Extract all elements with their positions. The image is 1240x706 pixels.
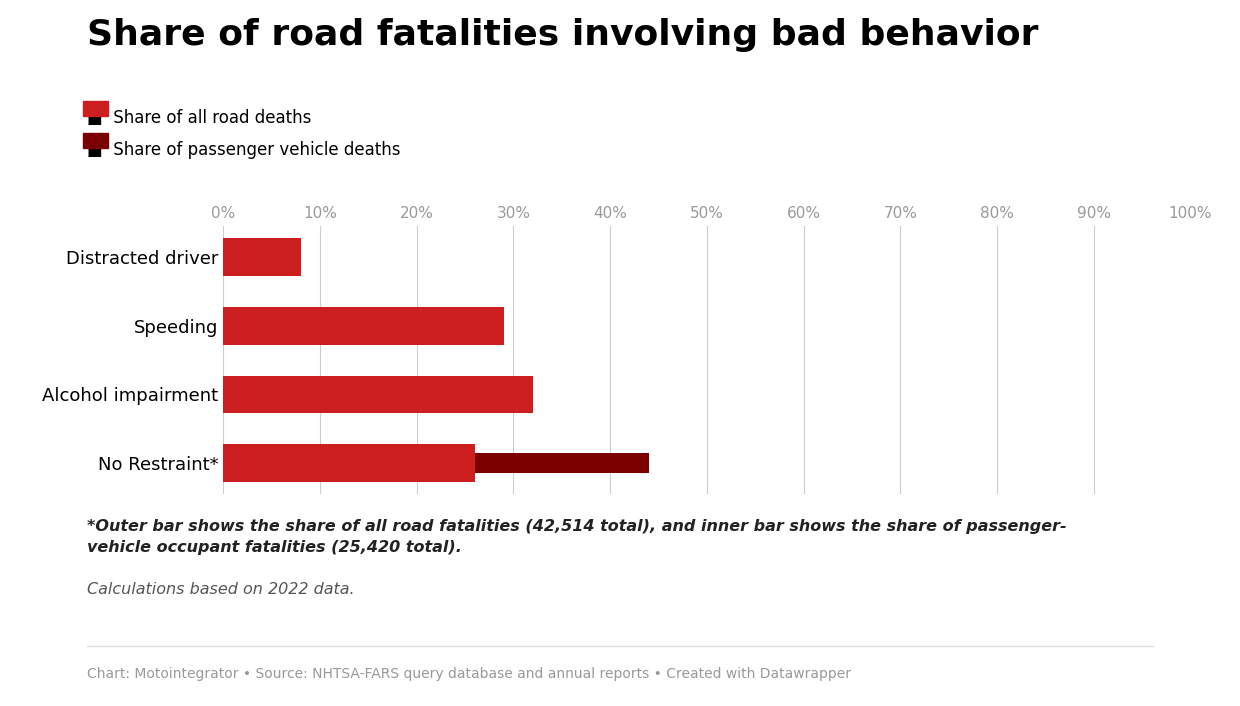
Text: *Outer bar shows the share of all road fatalities (42,514 total), and inner bar : *Outer bar shows the share of all road f…: [87, 519, 1066, 555]
Text: Calculations based on 2022 data.: Calculations based on 2022 data.: [87, 582, 355, 597]
Bar: [223, 444, 475, 482]
Bar: [223, 238, 300, 276]
Text: Chart: Motointegrator • Source: NHTSA-FARS query database and annual reports • C: Chart: Motointegrator • Source: NHTSA-FA…: [87, 667, 851, 681]
Text: Share of road fatalities involving bad behavior: Share of road fatalities involving bad b…: [87, 18, 1038, 52]
Text: ■  Share of passenger vehicle deaths: ■ Share of passenger vehicle deaths: [87, 141, 401, 159]
Text: ■  Share of all road deaths: ■ Share of all road deaths: [87, 109, 311, 127]
Bar: [223, 307, 503, 345]
Bar: [223, 453, 649, 474]
Bar: [223, 376, 533, 413]
